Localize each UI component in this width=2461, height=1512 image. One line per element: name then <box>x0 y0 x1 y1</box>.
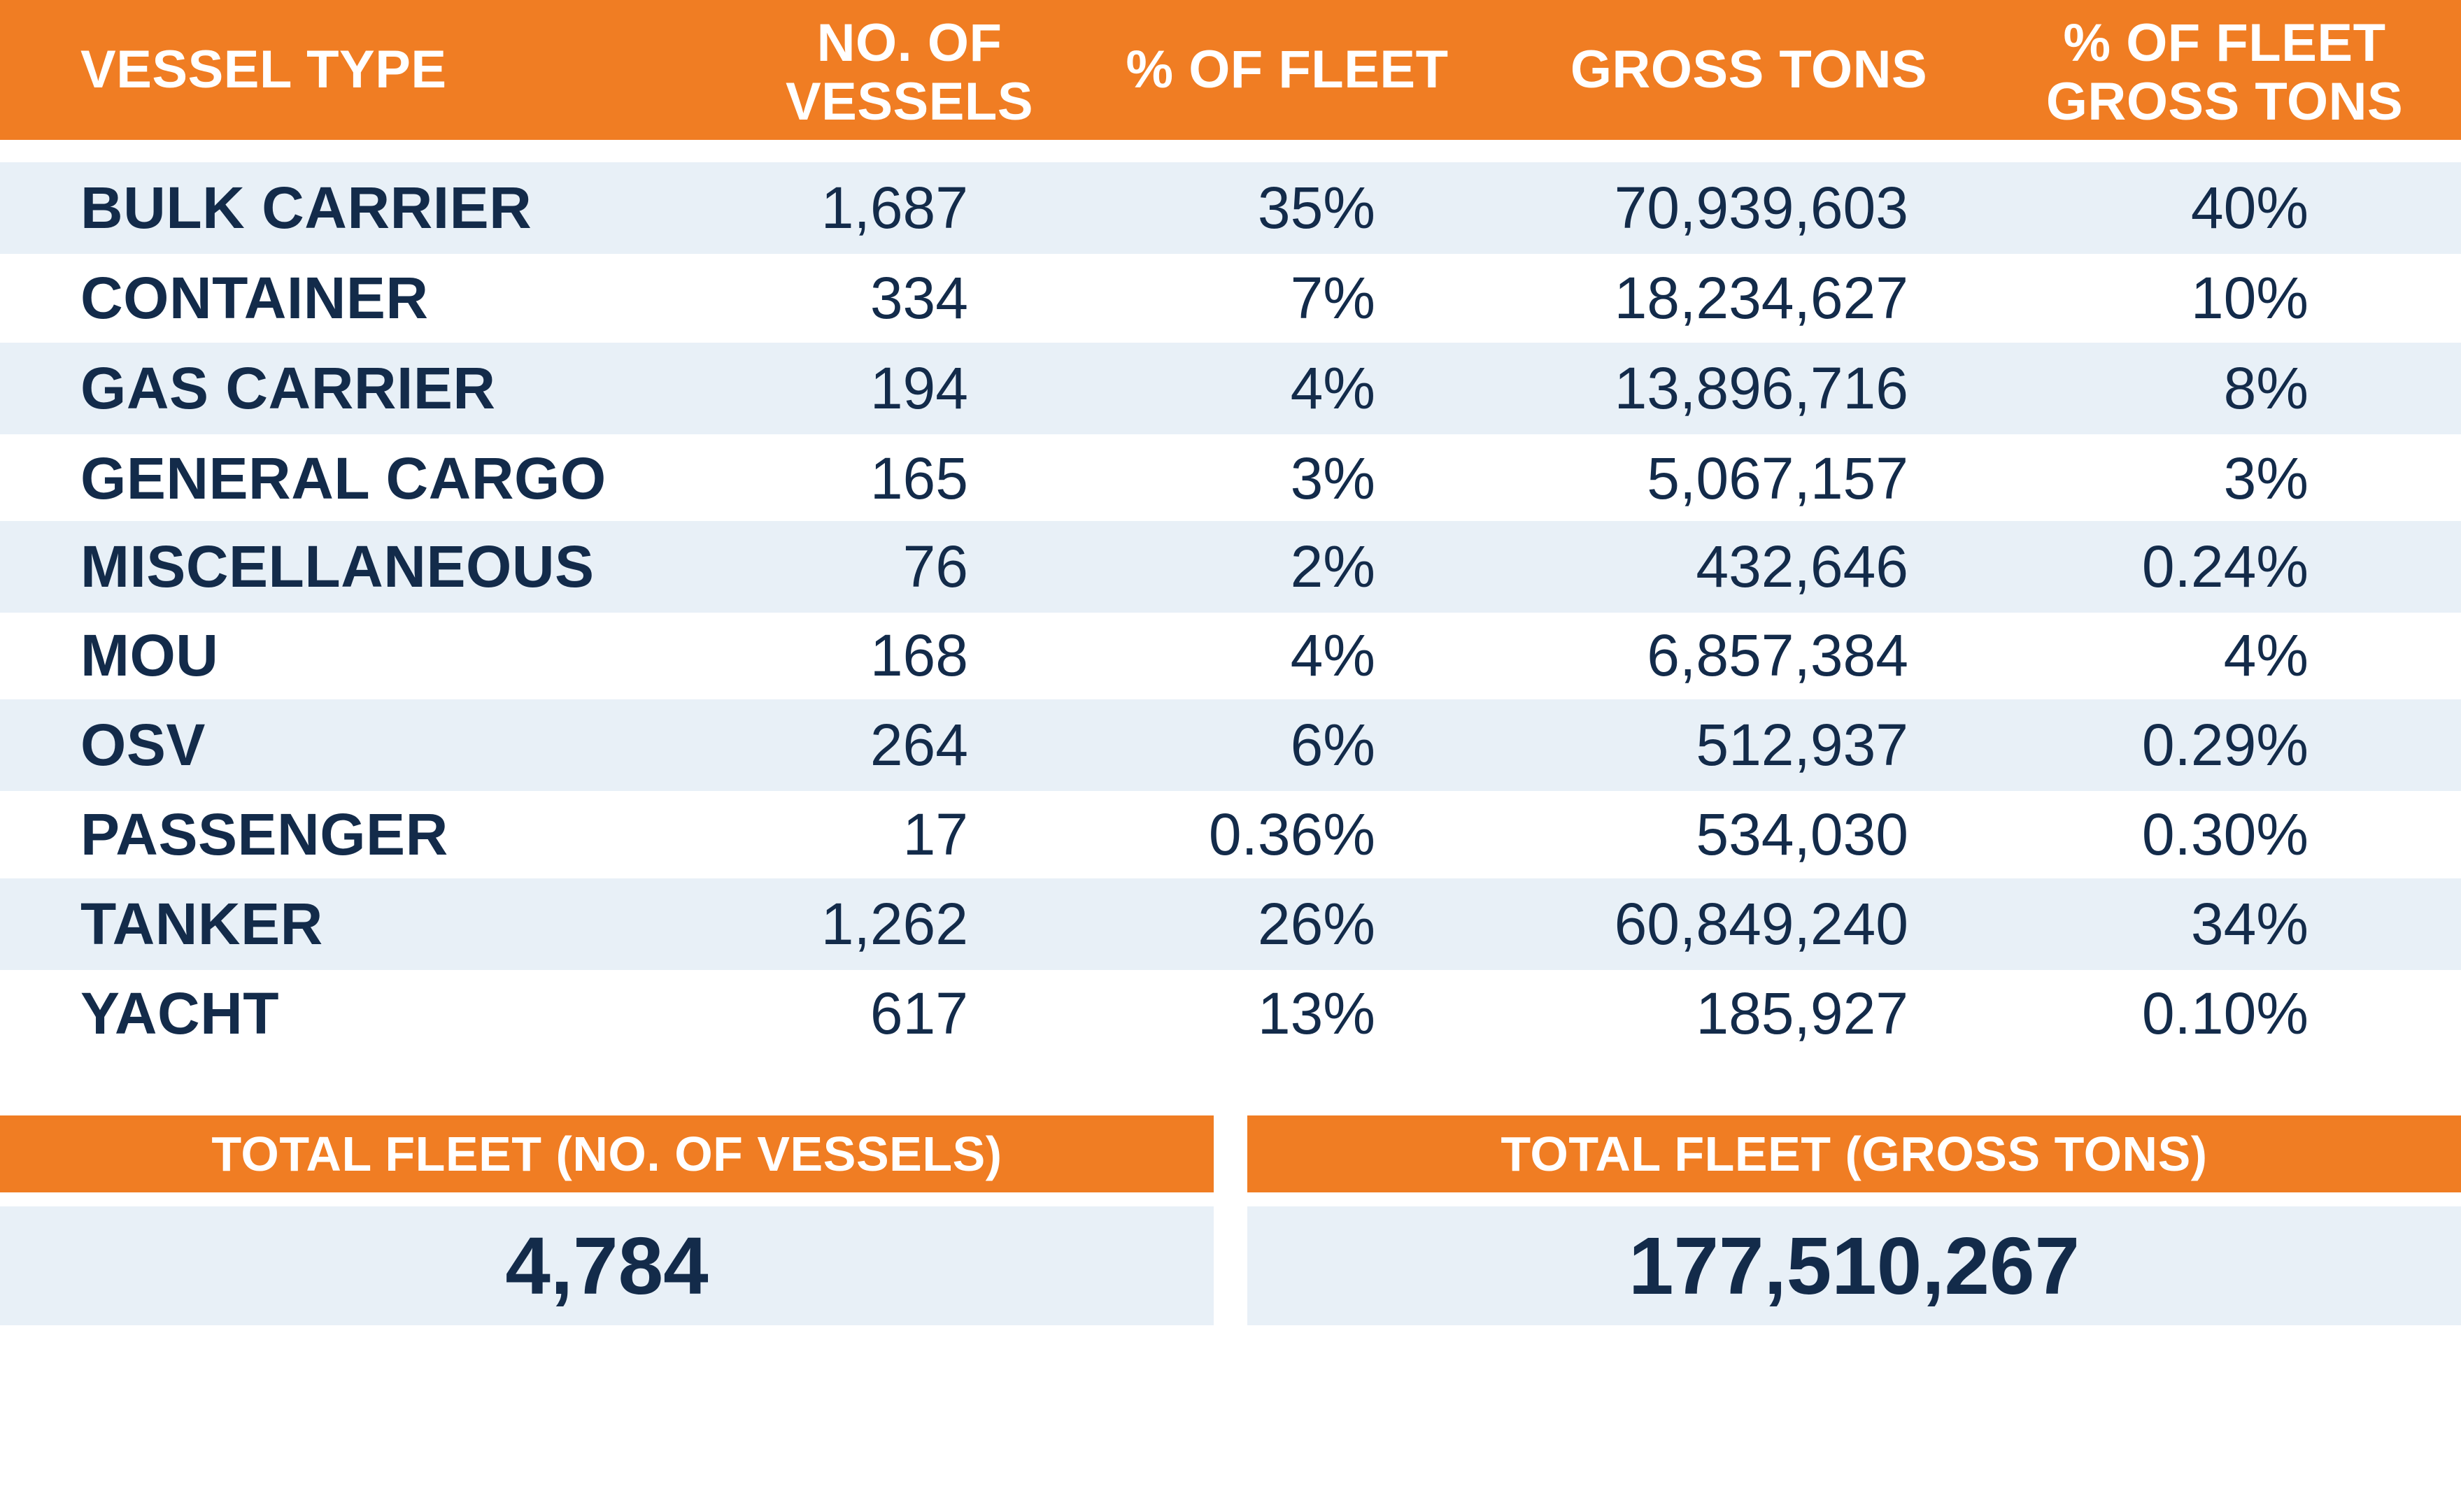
no-of-vessels-cell: 334 <box>870 265 968 331</box>
pct-of-fleet-cell: 35% <box>1257 175 1375 241</box>
table-row: OSV 264 6% 512,937 0.29% <box>0 699 2461 791</box>
table-row: BULK CARRIER 1,687 35% 70,939,603 40% <box>0 162 2461 254</box>
pct-of-fleet-gross-tons-cell: 40% <box>2190 175 2308 241</box>
gross-tons-cell: 13,896,716 <box>1614 355 1908 421</box>
header-vessel-type: VESSEL TYPE <box>80 40 447 99</box>
header-pct-of-fleet: % OF FLEET <box>1126 40 1449 99</box>
header-gross-tons: GROSS TONS <box>1570 40 1928 99</box>
table-row: MISCELLANEOUS 76 2% 432,646 0.24% <box>0 521 2461 613</box>
no-of-vessels-cell: 1,262 <box>821 891 968 957</box>
no-of-vessels-cell: 17 <box>902 801 968 867</box>
pct-of-fleet-gross-tons-cell: 4% <box>2223 622 2308 688</box>
no-of-vessels-cell: 1,687 <box>821 175 968 241</box>
pct-of-fleet-cell: 0.36% <box>1208 801 1375 867</box>
vessel-type-cell: GENERAL CARGO <box>80 445 607 511</box>
table-header: VESSEL TYPE NO. OF VESSELS % OF FLEET GR… <box>0 0 2461 140</box>
vessel-type-cell: OSV <box>80 712 206 778</box>
gross-tons-cell: 18,234,627 <box>1614 265 1908 331</box>
pct-of-fleet-gross-tons-cell: 0.30% <box>2141 801 2308 867</box>
vessel-type-cell: MISCELLANEOUS <box>80 534 595 599</box>
gross-tons-cell: 512,937 <box>1696 712 1908 778</box>
gross-tons-cell: 432,646 <box>1696 534 1908 599</box>
pct-of-fleet-gross-tons-cell: 0.24% <box>2141 534 2308 599</box>
gross-tons-cell: 60,849,240 <box>1614 891 1908 957</box>
pct-of-fleet-gross-tons-cell: 8% <box>2223 355 2308 421</box>
total-vessels-value: 4,784 <box>0 1206 1214 1325</box>
table-row: YACHT 617 13% 185,927 0.10% <box>0 968 2461 1060</box>
total-gross-tons-value: 177,510,267 <box>1247 1206 2461 1325</box>
header-pct-of-fleet-gross-tons: % OF FLEET GROSS TONS <box>2045 13 2404 131</box>
vessel-type-cell: YACHT <box>80 980 280 1046</box>
total-gross-tons-label: TOTAL FLEET (GROSS TONS) <box>1247 1115 2461 1192</box>
no-of-vessels-cell: 168 <box>870 622 968 688</box>
pct-of-fleet-cell: 26% <box>1257 891 1375 957</box>
gross-tons-cell: 534,030 <box>1696 801 1908 867</box>
pct-of-fleet-cell: 4% <box>1290 622 1375 688</box>
pct-of-fleet-cell: 4% <box>1290 355 1375 421</box>
pct-of-fleet-gross-tons-cell: 0.29% <box>2141 712 2308 778</box>
pct-of-fleet-cell: 13% <box>1257 980 1375 1046</box>
gross-tons-cell: 5,067,157 <box>1647 445 1908 511</box>
gross-tons-cell: 6,857,384 <box>1647 622 1908 688</box>
pct-of-fleet-cell: 6% <box>1290 712 1375 778</box>
total-vessels-label: TOTAL FLEET (NO. OF VESSELS) <box>0 1115 1214 1192</box>
pct-of-fleet-cell: 7% <box>1290 265 1375 331</box>
vessel-type-cell: MOU <box>80 622 219 688</box>
table-row: PASSENGER 17 0.36% 534,030 0.30% <box>0 789 2461 880</box>
pct-of-fleet-gross-tons-cell: 34% <box>2190 891 2308 957</box>
vessel-type-cell: GAS CARRIER <box>80 355 496 421</box>
table-row: TANKER 1,262 26% 60,849,240 34% <box>0 878 2461 970</box>
vessel-type-cell: PASSENGER <box>80 801 448 867</box>
table-row: GAS CARRIER 194 4% 13,896,716 8% <box>0 343 2461 434</box>
no-of-vessels-cell: 165 <box>870 445 968 511</box>
table-row: CONTAINER 334 7% 18,234,627 10% <box>0 252 2461 344</box>
pct-of-fleet-gross-tons-cell: 3% <box>2223 445 2308 511</box>
pct-of-fleet-gross-tons-cell: 0.10% <box>2141 980 2308 1046</box>
vessel-type-cell: CONTAINER <box>80 265 429 331</box>
table-row: GENERAL CARGO 165 3% 5,067,157 3% <box>0 433 2461 525</box>
table-row: MOU 168 4% 6,857,384 4% <box>0 610 2461 701</box>
gross-tons-cell: 185,927 <box>1696 980 1908 1046</box>
no-of-vessels-cell: 76 <box>902 534 968 599</box>
vessel-type-cell: TANKER <box>80 891 323 957</box>
vessel-type-cell: BULK CARRIER <box>80 175 532 241</box>
no-of-vessels-cell: 264 <box>870 712 968 778</box>
gross-tons-cell: 70,939,603 <box>1614 175 1908 241</box>
no-of-vessels-cell: 194 <box>870 355 968 421</box>
header-no-of-vessels: NO. OF VESSELS <box>785 13 1034 131</box>
pct-of-fleet-cell: 3% <box>1290 445 1375 511</box>
no-of-vessels-cell: 617 <box>870 980 968 1046</box>
pct-of-fleet-gross-tons-cell: 10% <box>2190 265 2308 331</box>
pct-of-fleet-cell: 2% <box>1290 534 1375 599</box>
